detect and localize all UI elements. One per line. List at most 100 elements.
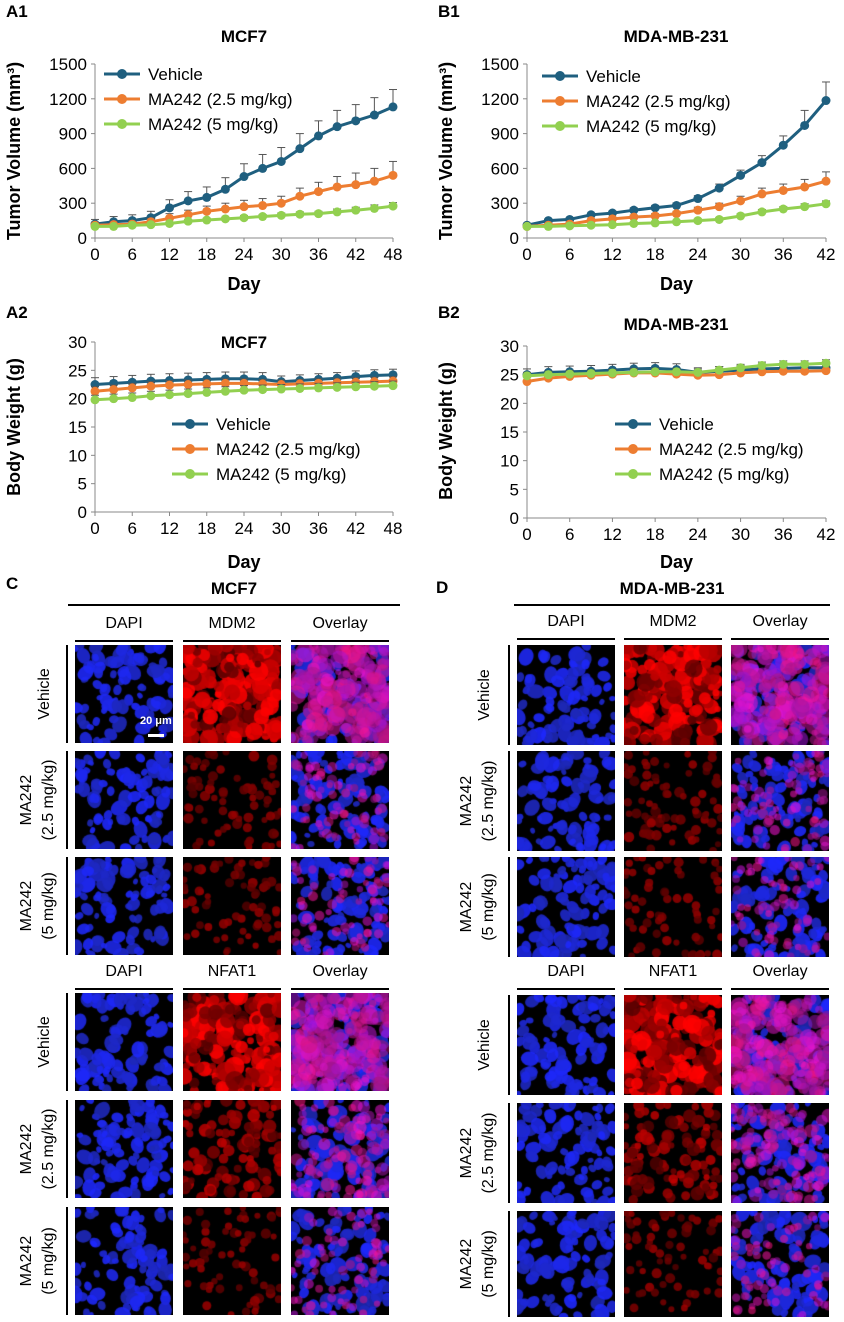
data-point xyxy=(672,209,681,219)
data-point xyxy=(220,184,230,194)
scale-bar xyxy=(148,734,164,737)
data-point xyxy=(202,379,212,389)
group-title-c: MCF7 xyxy=(210,579,258,598)
data-point xyxy=(565,369,575,379)
panel-label-d: D xyxy=(436,578,449,597)
col-label-overlay: Overlay xyxy=(752,613,808,630)
col-underline xyxy=(291,988,389,990)
col-label-dapi: DAPI xyxy=(547,613,585,630)
red-micrograph xyxy=(624,857,722,957)
data-point xyxy=(388,170,398,180)
data-point xyxy=(90,386,100,396)
x-tick-label: 0 xyxy=(90,245,99,264)
legend-marker xyxy=(628,419,638,429)
data-point xyxy=(672,367,681,377)
x-tick-label: 42 xyxy=(817,525,836,544)
legend-marker xyxy=(555,121,565,131)
red-micrograph xyxy=(183,993,281,1091)
row-bracket xyxy=(66,993,68,1091)
row-bracket xyxy=(66,645,68,743)
dapi-micrograph xyxy=(517,1103,615,1203)
group-underline xyxy=(68,604,400,606)
dapi-micrograph xyxy=(75,645,173,743)
x-tick-label: 18 xyxy=(197,519,216,538)
data-point xyxy=(165,390,174,400)
y-tick-label: 15 xyxy=(68,418,87,437)
row-label-ma242-2.5: MA242 (2.5 mg/kg) xyxy=(458,1112,497,1194)
data-point xyxy=(146,220,156,230)
legend-label: Vehicle xyxy=(586,67,641,86)
y-tick-label: 25 xyxy=(500,366,519,385)
x-axis-label: Day xyxy=(227,274,260,294)
dapi-micrograph xyxy=(517,857,615,957)
legend-label: MA242 (2.5 mg/kg) xyxy=(659,440,804,459)
col-label-mdm2: MDM2 xyxy=(208,615,256,632)
legend-label: MA242 (5 mg/kg) xyxy=(659,465,789,484)
y-tick-label: 1500 xyxy=(49,55,87,74)
data-point xyxy=(276,210,286,220)
col-underline xyxy=(624,988,722,990)
panel-label-b2: B2 xyxy=(438,303,460,322)
y-tick-label: 1200 xyxy=(481,90,519,109)
data-point xyxy=(314,131,323,141)
red-micrograph xyxy=(183,1100,281,1198)
red-micrograph xyxy=(624,1103,722,1203)
data-point xyxy=(543,370,553,380)
x-tick-label: 0 xyxy=(522,245,531,264)
data-point xyxy=(778,366,788,376)
data-point xyxy=(800,120,810,130)
group-underline xyxy=(514,604,830,606)
legend-marker xyxy=(117,119,127,129)
data-point xyxy=(369,176,379,186)
overlay-micrograph xyxy=(291,1207,389,1315)
data-point xyxy=(258,163,268,173)
red-micrograph xyxy=(624,645,722,745)
data-point xyxy=(522,371,532,381)
data-point xyxy=(202,192,212,202)
y-tick-label: 0 xyxy=(510,509,519,528)
row-bracket xyxy=(508,1103,510,1203)
data-point xyxy=(183,389,193,399)
data-point xyxy=(778,185,788,195)
data-point xyxy=(629,212,639,222)
overlay-micrograph xyxy=(731,645,829,745)
col-label-overlay-2: Overlay xyxy=(312,963,368,980)
row-label-vehicle: Vehicle xyxy=(36,668,53,720)
y-tick-label: 25 xyxy=(68,361,87,380)
x-tick-label: 42 xyxy=(346,245,365,264)
dapi-micrograph xyxy=(75,1100,173,1198)
col-underline xyxy=(517,638,615,640)
y-axis-label: Body Weight (g) xyxy=(4,358,24,496)
data-point xyxy=(522,221,532,231)
x-axis-label: Day xyxy=(660,552,693,572)
data-point xyxy=(127,383,137,393)
y-tick-label: 10 xyxy=(68,446,87,465)
data-point xyxy=(295,209,305,219)
legend-marker xyxy=(185,444,195,454)
data-point xyxy=(736,170,746,180)
dapi-micrograph xyxy=(75,993,173,1091)
data-point xyxy=(650,367,660,377)
col-label-dapi-2: DAPI xyxy=(105,963,143,980)
x-tick-label: 30 xyxy=(272,519,291,538)
data-point xyxy=(629,367,639,377)
data-point xyxy=(146,381,156,391)
x-tick-label: 18 xyxy=(646,245,665,264)
scale-bar-label: 20 μm xyxy=(140,715,172,727)
col-underline xyxy=(517,988,615,990)
data-point xyxy=(351,180,361,190)
data-point xyxy=(650,218,660,228)
row-bracket xyxy=(66,857,68,955)
col-underline xyxy=(291,640,389,642)
data-point xyxy=(757,360,767,370)
data-point xyxy=(127,393,137,403)
dapi-micrograph xyxy=(517,645,615,745)
red-micrograph xyxy=(624,751,722,851)
data-point xyxy=(586,369,596,379)
data-point xyxy=(332,382,342,392)
data-point xyxy=(369,203,379,213)
y-tick-label: 0 xyxy=(78,229,87,248)
data-point xyxy=(258,385,268,395)
y-tick-label: 15 xyxy=(500,423,519,442)
chart-b2 xyxy=(522,345,831,522)
